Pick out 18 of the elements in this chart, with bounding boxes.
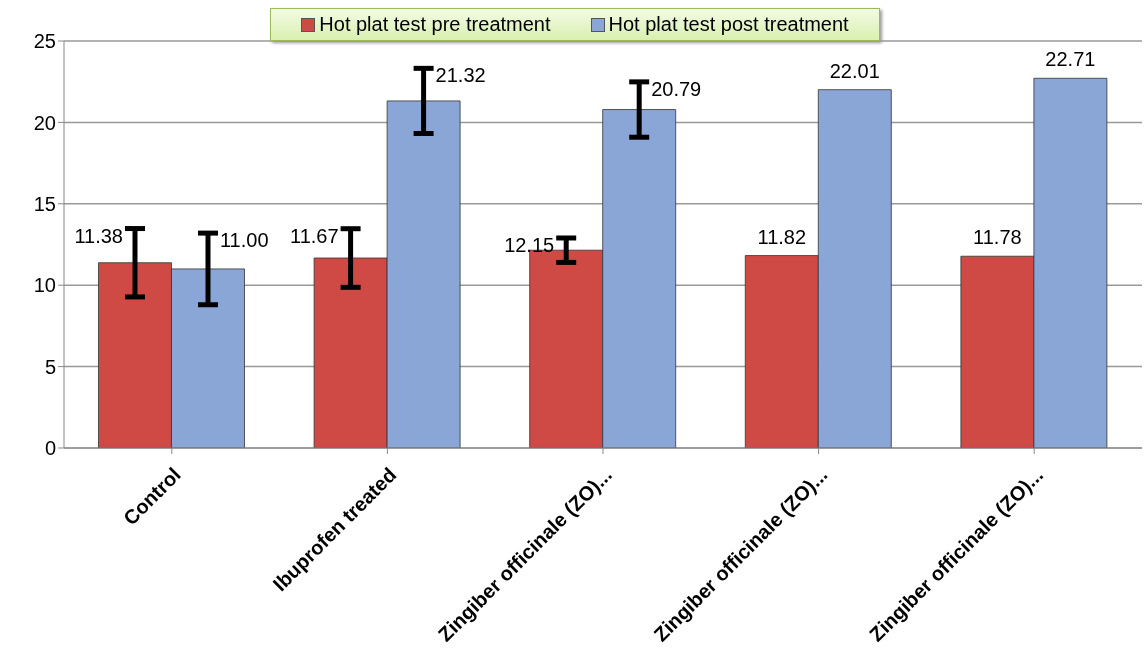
data-label: 11.00 xyxy=(220,229,269,252)
y-tick-label: 15 xyxy=(33,192,56,215)
y-tick-label: 5 xyxy=(44,355,56,378)
y-tick-label: 20 xyxy=(33,111,56,134)
data-label: 11.38 xyxy=(74,224,123,247)
legend-label: Hot plat test pre treatment xyxy=(318,13,551,36)
data-label: 11.82 xyxy=(757,225,807,248)
data-label: 11.78 xyxy=(973,226,1022,249)
legend-label: Hot plat test post treatment xyxy=(607,13,849,36)
y-tick-label: 0 xyxy=(44,437,56,460)
data-label: 20.79 xyxy=(651,77,702,100)
data-label: 22.01 xyxy=(829,59,880,82)
data-label: 12.15 xyxy=(504,233,555,256)
y-tick-label: 25 xyxy=(33,30,56,53)
data-label: 21.32 xyxy=(435,64,486,87)
y-tick-label: 10 xyxy=(33,274,56,297)
data-label: 11.67 xyxy=(290,224,339,247)
data-label: 22.71 xyxy=(1045,48,1096,71)
